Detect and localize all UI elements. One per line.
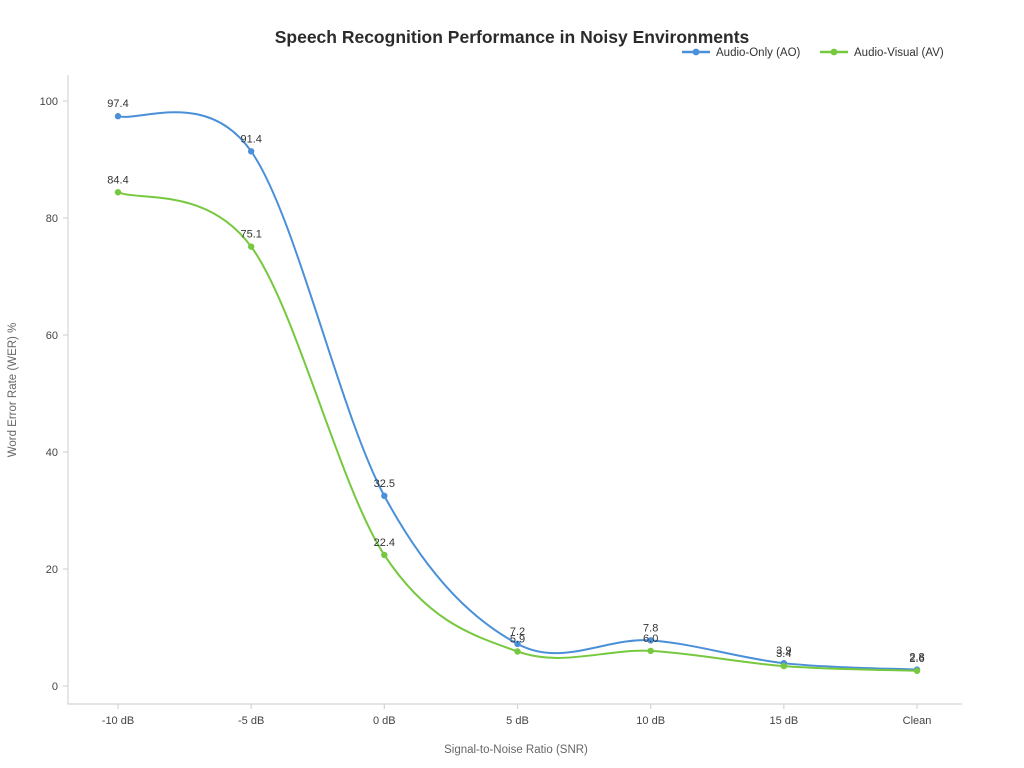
legend-marker: [692, 48, 700, 56]
data-point-label: 7.2: [510, 626, 525, 638]
data-point-label: 32.5: [374, 478, 395, 490]
data-point-label: 3.9: [776, 645, 791, 657]
series-line: [117, 191, 918, 672]
x-tick-label: Clean: [903, 715, 932, 727]
x-tick-label: -5 dB: [238, 715, 264, 727]
axes: 0 20 40 60 80 100 -10 dB -5 dB 0 dB 5 dB 10 dB 15 d…: [40, 75, 962, 727]
legend-item[interactable]: Audio-Only (AO): [682, 47, 801, 59]
data-point-marker: [647, 647, 654, 655]
legend-label: Audio-Only (AO): [716, 47, 801, 59]
y-tick-label: 0: [52, 681, 58, 693]
data-point-label: 22.4: [374, 537, 395, 549]
data-point-label: 84.4: [107, 174, 128, 186]
y-tick-label: 20: [46, 564, 58, 576]
data-point-label: 91.4: [240, 133, 261, 145]
y-tick-label: 80: [46, 213, 58, 225]
data-point-marker: [780, 662, 788, 670]
x-tick-label: -10 dB: [102, 715, 134, 727]
axis-lines: [67, 75, 962, 705]
x-tick-label: 10 dB: [636, 715, 665, 727]
x-tick-label: 15 dB: [769, 715, 798, 727]
data-point-label: 3.4: [776, 648, 791, 660]
data-point-marker: [913, 667, 921, 674]
data-point-marker: [247, 243, 255, 250]
legend-marker: [830, 48, 838, 56]
data-point-label: 7.8: [643, 622, 658, 634]
data-point-label: 2.6: [909, 653, 924, 665]
data-point-label: 6.0: [643, 633, 658, 645]
chart-legend: Audio-Only (AO) Audio-Visual (AV): [682, 47, 944, 59]
y-tick-label: 40: [46, 447, 58, 459]
data-point-label: 97.4: [107, 98, 128, 110]
series-line: [117, 111, 918, 671]
data-point-marker: [381, 551, 388, 559]
x-axis-title: Signal-to-Noise Ratio (SNR): [444, 744, 588, 756]
data-labels: 97.4 91.4 32.5 7.2 7.8 3.9 2.8 84.4 75.1 22.4 5.9 6…: [107, 98, 924, 665]
data-point-label: 75.1: [240, 229, 261, 241]
data-point-marker: [247, 148, 255, 155]
data-point-marker: [114, 189, 122, 196]
y-axis-title: Word Error Rate (WER) %: [7, 323, 19, 458]
legend-label: Audio-Visual (AV): [854, 47, 944, 59]
data-point-label: 5.9: [510, 633, 525, 645]
data-point-marker: [514, 640, 521, 648]
data-point-marker: [381, 492, 388, 500]
y-tick-label: 60: [46, 330, 58, 342]
data-point-label: 2.8: [909, 652, 924, 664]
x-tick-label: 0 dB: [373, 715, 396, 727]
data-point-marker: [114, 113, 122, 120]
chart-title: Speech Recognition Performance in Noisy …: [275, 27, 750, 47]
legend-item[interactable]: Audio-Visual (AV): [820, 47, 944, 59]
series-lines: [114, 111, 921, 674]
data-point-marker: [514, 648, 521, 655]
y-tick-label: 100: [40, 96, 58, 108]
x-tick-label: 5 dB: [506, 715, 529, 727]
data-point-marker: [647, 637, 654, 644]
